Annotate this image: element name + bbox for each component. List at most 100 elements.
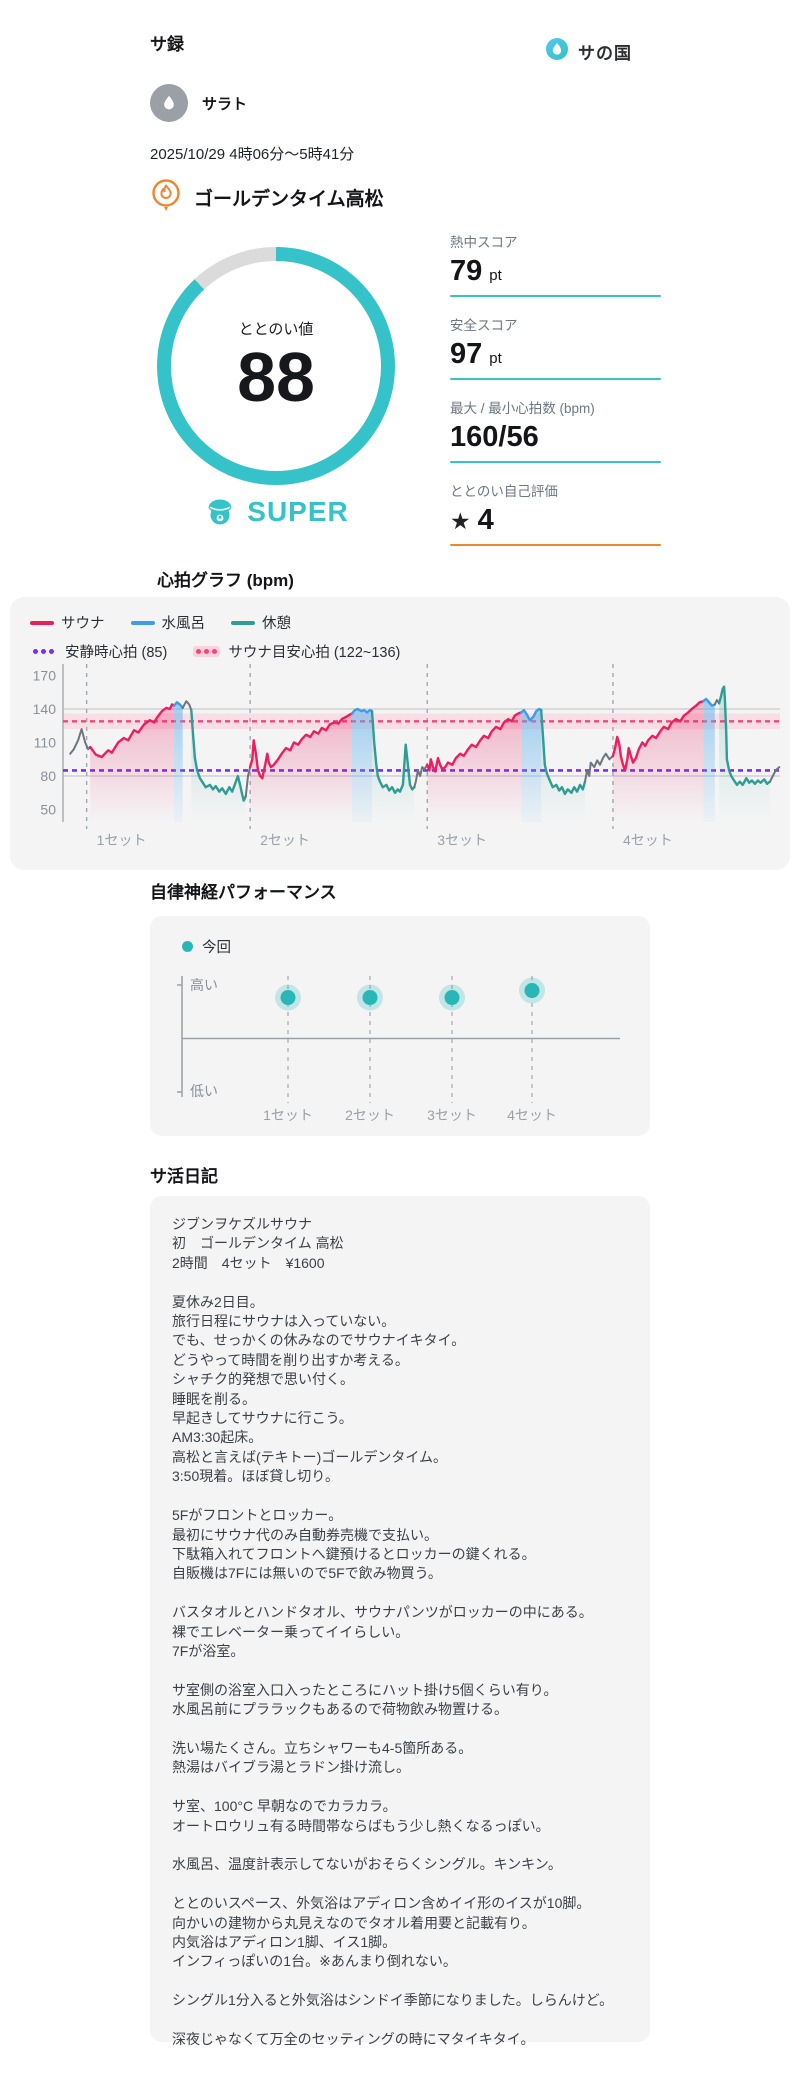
svg-text:110: 110 <box>34 735 57 751</box>
svg-text:1セット: 1セット <box>263 1107 313 1123</box>
svg-text:2セット: 2セット <box>260 832 310 848</box>
diary-line: サ室、100°C 早朝なのでカラカラ。 <box>172 1798 397 1815</box>
svg-text:低い: 低い <box>190 1083 218 1099</box>
stat-self-rating: ととのい自己評価 ★ 4 <box>450 480 661 546</box>
diary-section-title: サ活日記 <box>150 1167 218 1186</box>
diary-line: 水風呂、温度計表示してないがおそらくシングル。キンキン。 <box>172 1856 562 1873</box>
diary-line <box>172 1836 628 1855</box>
stats-column: 熱中スコア 79 pt 安全スコア 97 pt 最大 / 最小心拍数 (bpm)… <box>450 231 661 546</box>
legend-label: サウナ <box>61 616 105 632</box>
svg-text:170: 170 <box>33 667 57 683</box>
diary-line: 内気浴はアディロン1脚、イス1脚。 <box>172 1934 397 1951</box>
diary-line: ジブンヲケズルサウナ <box>172 1216 312 1232</box>
diary-line <box>172 1720 628 1739</box>
totonoi-value: 88 <box>237 337 315 416</box>
diary-line: インフィっぽいの1台。※あんまり倒れない。 <box>172 1953 457 1970</box>
stat-unit: pt <box>489 267 502 284</box>
stat-label: 安全スコア <box>450 317 518 333</box>
stat-label: ととのい自己評価 <box>450 483 558 499</box>
svg-text:1セット: 1セット <box>97 832 147 848</box>
legend-water: 水風呂 <box>130 612 205 633</box>
diary-line <box>172 1487 628 1506</box>
svg-text:3セット: 3セット <box>427 1107 477 1123</box>
diary-line: 2時間 4セット ¥1600 <box>172 1254 325 1271</box>
legend-sauna: サウナ <box>30 612 105 633</box>
diary-line <box>172 1584 628 1603</box>
svg-text:4セット: 4セット <box>507 1107 557 1123</box>
totonoi-label: ととのい値 <box>238 320 314 338</box>
stat-underline <box>450 294 661 297</box>
heart-rate-chart-card: サウナ 水風呂 休憩 安静時心拍 (85) サウナ目安心拍 <box>10 597 790 870</box>
sauna-line-swatch <box>30 620 54 625</box>
stat-label: 熱中スコア <box>450 235 518 250</box>
logo-text: サの国 <box>578 44 632 63</box>
heart-rate-section-title: 心拍グラフ (bpm) <box>157 571 294 590</box>
pink-dots-swatch <box>193 646 221 657</box>
diary-line: 初 ゴールデンタイム 高松 <box>172 1235 344 1252</box>
legend-label: 今回 <box>202 940 231 956</box>
diary-line: シングル1分入ると外気浴はシンドイ季節になりました。しらんけど。 <box>172 1992 614 2009</box>
legend-rest: 休憩 <box>231 612 291 633</box>
sauna-hat-face-icon <box>203 492 237 531</box>
svg-text:140: 140 <box>33 701 57 717</box>
svg-text:高い: 高い <box>190 977 218 993</box>
stat-underline <box>450 377 661 380</box>
stat-value: 97 <box>450 337 483 370</box>
stat-heat-score: 熱中スコア 79 pt <box>450 231 661 297</box>
autonomic-chart-card: 今回 高い低い 1セット 2セット 3セット 4セット <box>150 916 650 1136</box>
diary-line: 早起きしてサウナに行こう。 <box>172 1410 353 1427</box>
svg-text:2セット: 2セット <box>345 1107 395 1123</box>
diary-line: 5Fがフロントとロッカー。 <box>172 1507 343 1524</box>
diary-line <box>172 1875 628 1894</box>
stat-value: 4 <box>477 503 494 536</box>
diary-line: 高松と言えば(テキトー)ゴールデンタイム。 <box>172 1448 448 1465</box>
stat-unit: pt <box>489 349 502 367</box>
svg-text:4セット: 4セット <box>623 832 673 848</box>
facility-row: ゴールデンタイム高松 <box>150 178 384 217</box>
water-drop-logo-icon <box>546 38 568 65</box>
legend-label: 安静時心拍 (85) <box>65 645 168 661</box>
diary-line: AM3:30起床。 <box>172 1429 263 1446</box>
diary-line: 熱湯はバイブラ湯とラドン掛け流し。 <box>172 1759 410 1776</box>
diary-line <box>172 1778 628 1797</box>
diary-line: 洗い場たくさん。立ちシャワーも4-5箇所ある。 <box>172 1739 473 1756</box>
diary-line <box>172 1661 628 1680</box>
legend-label: 休憩 <box>262 616 291 632</box>
stat-max-min-hr: 最大 / 最小心拍数 (bpm) 160/56 <box>450 397 661 463</box>
svg-text:80: 80 <box>40 768 56 784</box>
autonomic-section-title: 自律神経パフォーマンス <box>150 883 337 902</box>
gauge-inner: ととのい値 88 <box>171 261 381 471</box>
heart-rate-svg: 170 140 110 80 50 1セット 2セット 3セット 4セット <box>33 664 781 848</box>
autonomic-legend: 今回 <box>150 916 650 957</box>
diary-line: でも、せっかくの休みなのでサウナイキタイ。 <box>172 1332 466 1349</box>
diary-line: 向かいの建物から丸見えなのでタオル着用要と記載有り。 <box>172 1914 536 1931</box>
diary-line: 7Fが浴室。 <box>172 1642 245 1659</box>
svg-text:3セット: 3セット <box>437 832 487 848</box>
svg-text:50: 50 <box>40 802 56 818</box>
heart-rate-legend: サウナ 水風呂 休憩 安静時心拍 (85) サウナ目安心拍 <box>10 597 790 662</box>
super-badge: SUPER <box>157 492 395 531</box>
super-badge-text: SUPER <box>247 495 349 527</box>
diary-line: どうやって時間を削り出すか考える。 <box>172 1351 409 1368</box>
star-icon: ★ <box>450 507 471 534</box>
diary-line: 夏休み2日目。 <box>172 1293 264 1310</box>
diary-line: 裸でエレベーター乗ってイイらしい。 <box>172 1623 410 1640</box>
app-logo: サの国 <box>546 38 632 65</box>
session-datetime: 2025/10/29 4時06分〜5時41分 <box>150 146 355 163</box>
legend-target-hr: サウナ目安心拍 (122~136) <box>193 641 400 662</box>
diary-line <box>172 2011 628 2030</box>
diary-line <box>172 1273 628 1292</box>
stat-value: 160/56 <box>450 420 539 453</box>
diary-line: バスタオルとハンドタオル、サウナパンツがロッカーの中にある。 <box>172 1604 593 1621</box>
stat-safety-score: 安全スコア 97 pt <box>450 314 661 380</box>
diary-line: 3:50現着。ほぼ貸し切り。 <box>172 1468 339 1485</box>
user-name: サラト <box>202 95 248 113</box>
diary-line <box>172 1972 628 1991</box>
facility-pin-flame-icon <box>150 178 182 217</box>
diary-line: 睡眠を削る。 <box>172 1390 256 1407</box>
facility-name: ゴールデンタイム高松 <box>194 189 384 210</box>
diary-line: 水風呂前にプララックもあるので荷物飲み物置ける。 <box>172 1701 508 1718</box>
purple-dots-swatch <box>30 646 57 657</box>
